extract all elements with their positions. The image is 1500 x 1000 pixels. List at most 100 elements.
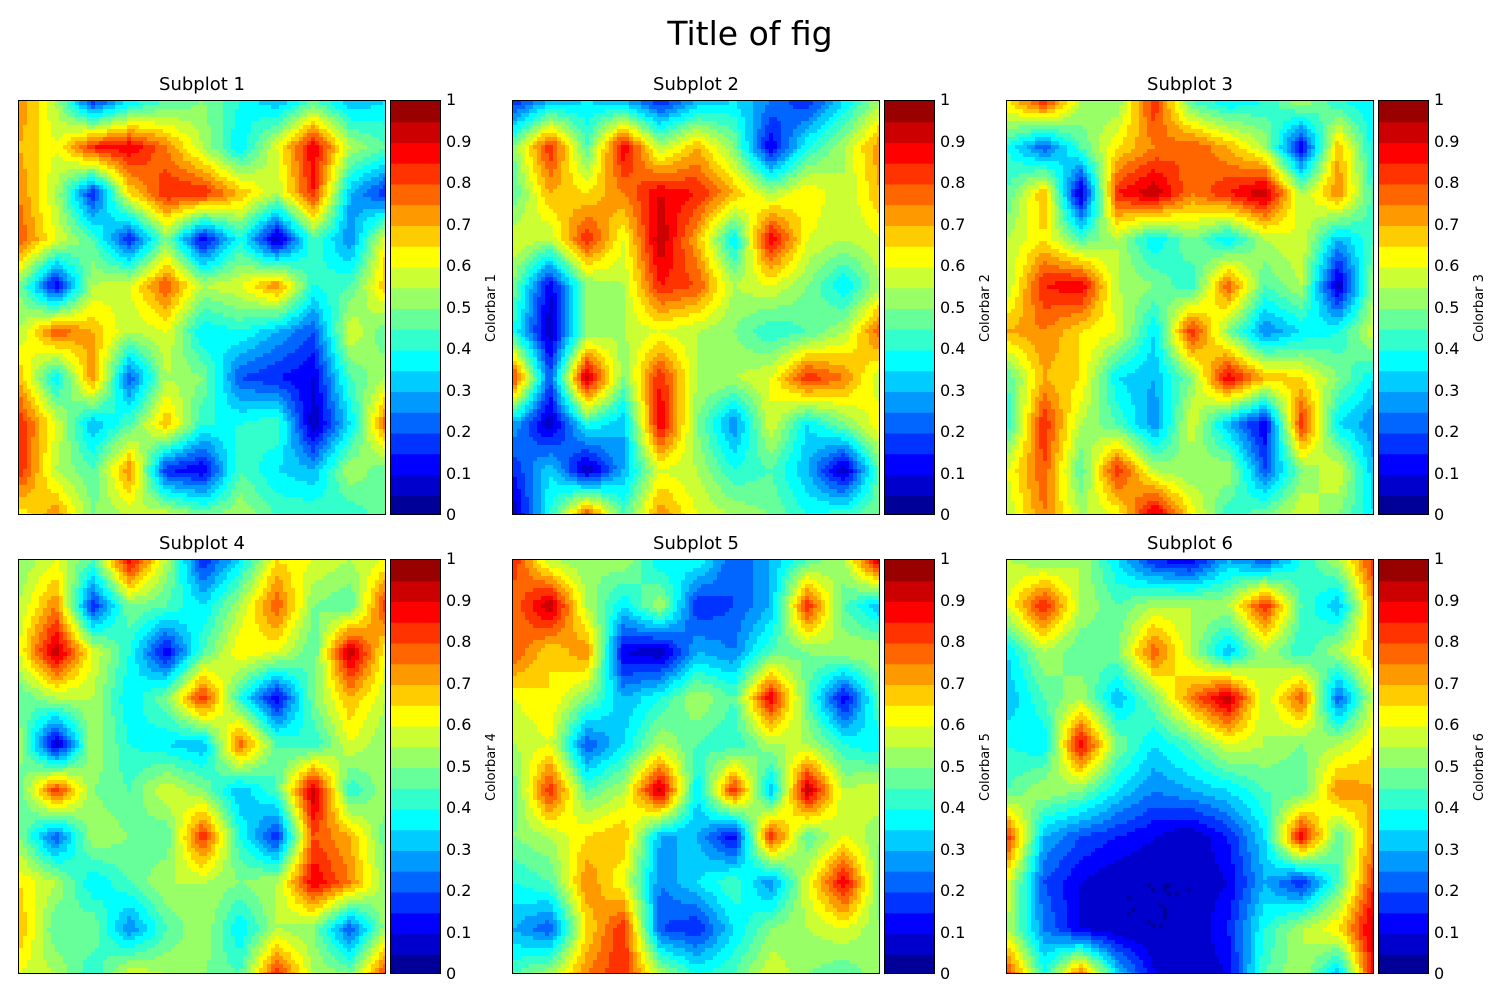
contour-cell	[271, 181, 276, 186]
contour-cell	[191, 241, 196, 246]
contour-cell	[259, 213, 264, 218]
contour-cell	[363, 201, 368, 206]
contour-cell	[251, 185, 256, 190]
contour-cell	[255, 233, 260, 238]
contour-cell	[63, 189, 68, 194]
contour-cell	[379, 309, 384, 314]
contour-cell	[259, 169, 264, 174]
contour-cell	[227, 129, 232, 134]
contour-cell	[383, 297, 385, 302]
contour-cell	[31, 181, 36, 186]
contour-cell	[211, 121, 216, 126]
contour-cell	[95, 145, 100, 150]
contour-cell	[311, 145, 316, 150]
contour-cell	[147, 213, 152, 218]
contour-cell	[119, 281, 124, 286]
contour-cell	[47, 301, 52, 306]
contour-cell	[127, 209, 132, 214]
contour-cell	[259, 257, 264, 262]
contour-cell	[291, 281, 296, 286]
contour-cell	[135, 253, 140, 258]
contour-cell	[251, 137, 256, 142]
contour-cell	[251, 201, 256, 206]
contour-cell	[91, 169, 96, 174]
contour-cell	[55, 293, 60, 298]
contour-cell	[327, 289, 332, 294]
contour-cell	[339, 149, 344, 154]
contour-cell	[47, 149, 52, 154]
contour-cell	[99, 161, 104, 166]
contour-cell	[159, 265, 164, 270]
contour-cell	[355, 225, 360, 230]
contour-cell	[351, 225, 356, 230]
contour-cell	[23, 165, 28, 170]
contour-cell	[235, 145, 240, 150]
contour-cell	[223, 285, 228, 290]
contour-cell	[175, 161, 180, 166]
contour-cell	[327, 149, 332, 154]
contour-cell	[359, 125, 364, 130]
contour-cell	[323, 205, 328, 210]
contour-cell	[327, 309, 332, 314]
contour-cell	[183, 153, 188, 158]
contour-cell	[375, 249, 380, 254]
contour-cell	[63, 165, 68, 170]
contour-cell	[135, 249, 140, 254]
contour-cell	[267, 249, 272, 254]
contour-cell	[171, 193, 176, 198]
contour-cell	[295, 121, 300, 126]
contour-cell	[155, 113, 160, 118]
contour-cell	[299, 289, 304, 294]
contour-cell	[67, 193, 72, 198]
contour-cell	[219, 181, 224, 186]
contour-cell	[287, 113, 292, 118]
contour-cell	[215, 157, 220, 162]
contour-cell	[319, 297, 324, 302]
contour-cell	[271, 165, 276, 170]
contour-cell	[51, 225, 56, 230]
contour-cell	[175, 217, 180, 222]
contour-cell	[47, 141, 52, 146]
contour-cell	[87, 157, 92, 162]
contour-cell	[267, 245, 272, 250]
contour-cell	[207, 133, 212, 138]
contour-cell	[363, 161, 368, 166]
contour-cell	[335, 177, 340, 182]
contour-cell	[375, 121, 380, 126]
contour-cell	[287, 237, 292, 242]
contour-cell	[151, 229, 156, 234]
contour-cell	[227, 253, 232, 258]
contour-cell	[379, 153, 384, 158]
contour-cell	[43, 245, 48, 250]
contour-cell	[219, 253, 224, 258]
contour-cell	[167, 149, 172, 154]
contour-cell	[71, 181, 76, 186]
contour-cell	[227, 125, 232, 130]
contour-cell	[335, 309, 340, 314]
contour-cell	[347, 309, 352, 314]
contour-cell	[259, 237, 264, 242]
contour-cell	[275, 113, 280, 118]
contour-cell	[67, 117, 72, 122]
contour-cell	[255, 229, 260, 234]
contour-cell	[223, 289, 228, 294]
contour-cell	[131, 245, 136, 250]
contour-cell	[159, 209, 164, 214]
contour-cell	[351, 149, 356, 154]
contour-cell	[199, 225, 204, 230]
contour-cell	[187, 205, 192, 210]
contour-cell	[91, 189, 96, 194]
contour-cell	[115, 309, 120, 314]
contour-cell	[307, 149, 312, 154]
contour-cell	[207, 289, 212, 294]
contour-cell	[275, 273, 280, 278]
contour-cell	[163, 153, 168, 158]
contour-cell	[199, 273, 204, 278]
contour-cell	[319, 101, 324, 106]
contour-cell	[143, 205, 148, 210]
contour-cell	[179, 261, 184, 266]
contour-cell	[31, 137, 36, 142]
contour-cell	[383, 141, 385, 146]
contour-cell	[151, 313, 156, 318]
